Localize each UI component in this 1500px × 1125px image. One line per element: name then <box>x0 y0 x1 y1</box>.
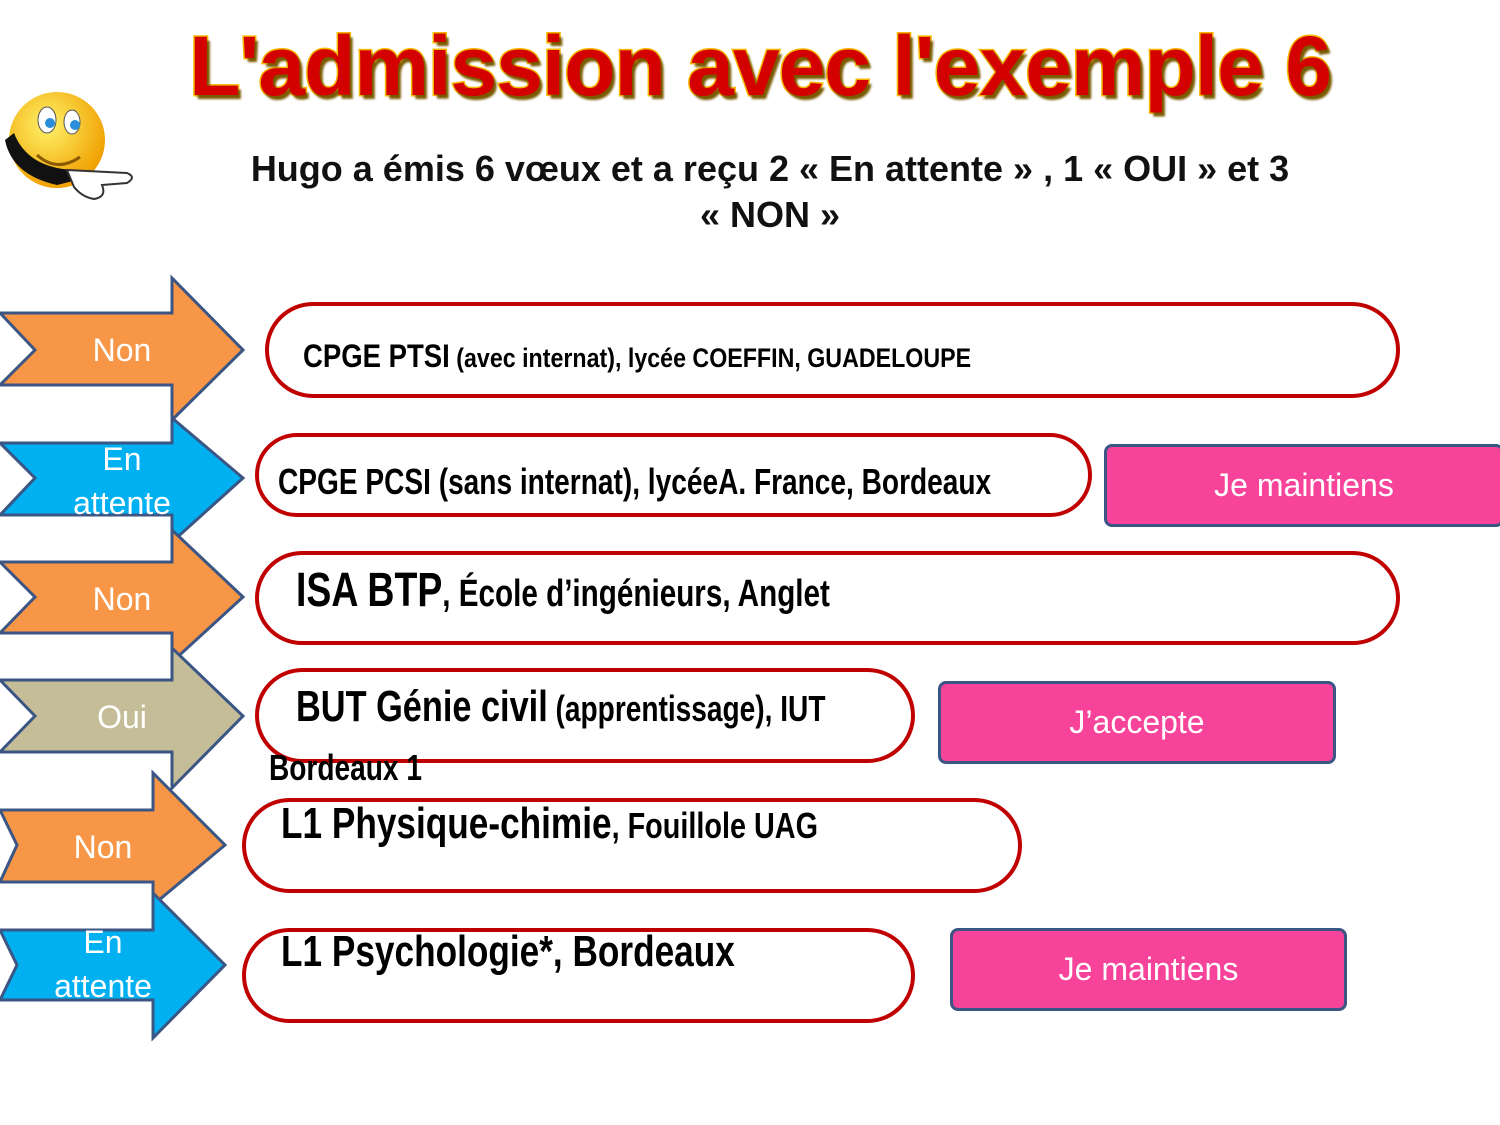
wish-text-3: ISA BTP, École d’ingénieurs, Anglet <box>296 563 830 618</box>
wish-text-2: CPGE PCSI (sans internat), lycéeA. Franc… <box>278 461 992 502</box>
status-label: En attente <box>42 437 202 525</box>
wish-text-1: CPGE PTSI (avec internat), lycée COEFFIN… <box>303 338 971 375</box>
subtitle-line-1: Hugo a émis 6 vœux et a reçu 2 « En atte… <box>250 148 1290 189</box>
subtitle: Hugo a émis 6 vœux et a reçu 2 « En atte… <box>220 146 1320 238</box>
wish-box-1 <box>265 302 1400 398</box>
wish-text-5: L1 Physique-chimie, Fouillole UAG <box>281 799 818 849</box>
status-arrows <box>0 274 246 1042</box>
status-label: Non <box>92 332 152 368</box>
wish-box-6 <box>242 928 915 1023</box>
slide-title: L'admission avec l'exemple 6 <box>188 18 1334 115</box>
status-label: Non <box>73 829 133 865</box>
status-label: Non <box>92 581 152 617</box>
je-maintiens-button[interactable]: Je maintiens <box>950 928 1347 1011</box>
wish-box-5 <box>242 798 1022 893</box>
wish-detail: (avec internat), lycée COEFFIN, GUADELOU… <box>449 343 972 373</box>
status-label: Oui <box>97 699 147 735</box>
status-label-line1: En <box>83 924 123 960</box>
wish-box-3 <box>255 551 1400 645</box>
j-accepte-button[interactable]: J’accepte <box>938 681 1336 764</box>
wish-name: L1 Physique-chimie <box>281 799 612 848</box>
je-maintiens-button[interactable]: Je maintiens <box>1104 444 1500 527</box>
wish-detail: (apprentissage), IUT <box>547 688 826 729</box>
wish-text-4: BUT Génie civil (apprentissage), IUT <box>296 682 825 732</box>
arrow-oui-4 <box>0 644 246 792</box>
pointing-smiley-icon <box>5 92 133 201</box>
wish-detail: , Fouillole UAG <box>611 805 818 846</box>
wish-box-2 <box>255 433 1092 517</box>
status-label-line2: attente <box>54 968 152 1004</box>
status-label-line1: En <box>102 441 142 477</box>
wish-box-4 <box>255 668 915 763</box>
arrow-attente-6 <box>0 889 228 1042</box>
wish-text-4-line2: Bordeaux 1 <box>269 747 422 788</box>
wish-name: CPGE PTSI <box>303 338 450 374</box>
wish-name: BUT Génie civil <box>296 682 548 731</box>
wish-text-6: L1 Psychologie*, Bordeaux <box>281 927 735 976</box>
status-label-line2: attente <box>73 485 171 521</box>
wish-detail: , École d’ingénieurs, Anglet <box>442 573 830 615</box>
wish-name: ISA BTP <box>296 564 443 617</box>
subtitle-line-2: « NON » <box>699 194 841 235</box>
status-label: En attente <box>23 920 183 1008</box>
